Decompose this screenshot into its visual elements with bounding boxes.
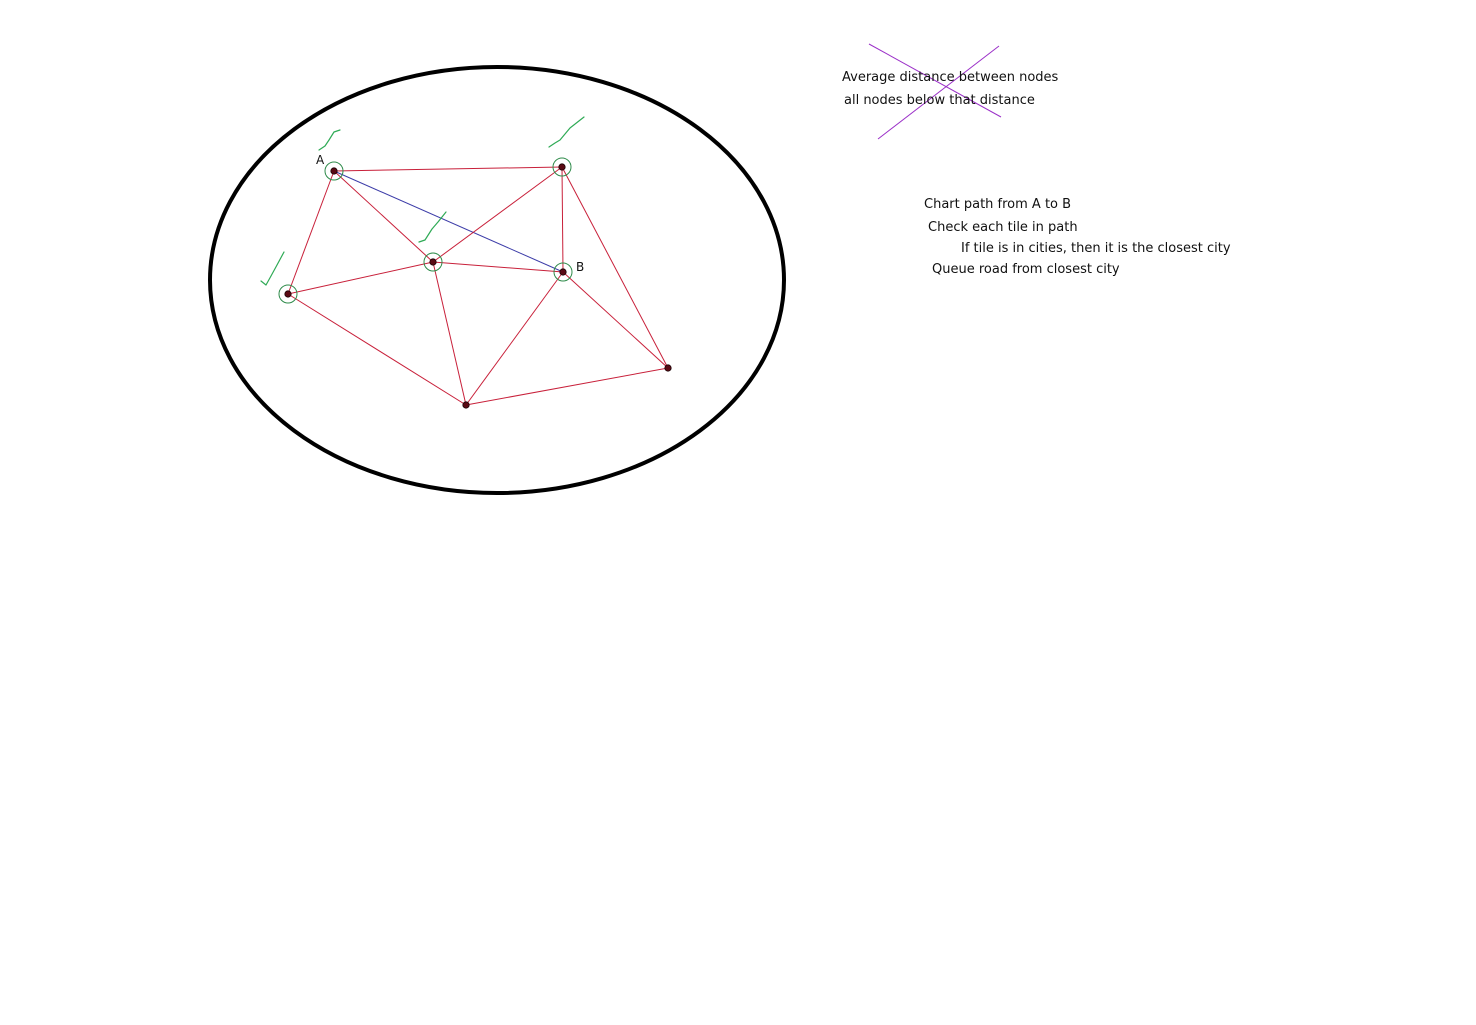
checkmark-icon-a [318,129,341,151]
road-edge-center-left [287,261,434,295]
selection-ring-a [324,161,344,181]
road-edge-b-right [562,271,669,369]
road-edge-a-center [333,170,434,263]
road-edge-b-bottom [465,271,564,406]
algorithm-step-1: Chart path from A to B [924,197,1072,212]
selection-rings-layer [278,157,573,304]
node-a [330,167,338,175]
road-edge-left-bottom [287,293,467,406]
checkmark-icon-left [260,251,285,286]
strike-cross [868,43,1002,140]
road-edge-bottom-right [465,367,669,406]
edges-layer [287,166,669,406]
selection-ring-left [278,284,298,304]
node-left [284,290,292,298]
node-label-a: A [316,153,325,167]
checkmark-icon-top-right [548,116,585,148]
node-label-b: B [576,260,584,274]
algorithm-step-4: Queue road from closest city [932,262,1120,277]
struck-note-line-2: all nodes below that distance [844,93,1035,108]
node-labels-layer: AB [316,153,584,274]
checkmarks-layer [260,116,585,286]
road-edge-top-right-right [561,166,669,369]
node-top-right [558,163,566,171]
strike-line-2 [877,45,1000,140]
selection-ring-center [423,252,443,272]
road-edge-top-right-center [432,166,563,263]
road-edge-center-bottom [432,261,467,406]
algorithm-step-2: Check each tile in path [928,220,1078,235]
node-center [429,258,437,266]
selection-ring-b [553,262,573,282]
road-edge-a-left [287,170,335,295]
road-edge-center-b [432,261,564,273]
map-boundary [208,65,786,495]
struck-note-line-1: Average distance between nodes [842,70,1059,85]
road-edge-top-right-b [561,166,564,273]
algorithm-step-3: If tile is in cities, then it is the clo… [961,241,1231,256]
strike-line-1 [868,43,1002,118]
node-right [664,364,672,372]
road-edge-a-top-right [333,166,563,172]
nodes-layer [284,163,672,409]
checkmark-icon-center [418,211,447,243]
node-b [559,268,567,276]
path-edge-a-b [333,170,564,273]
node-bottom [462,401,470,409]
selection-ring-top-right [552,157,572,177]
